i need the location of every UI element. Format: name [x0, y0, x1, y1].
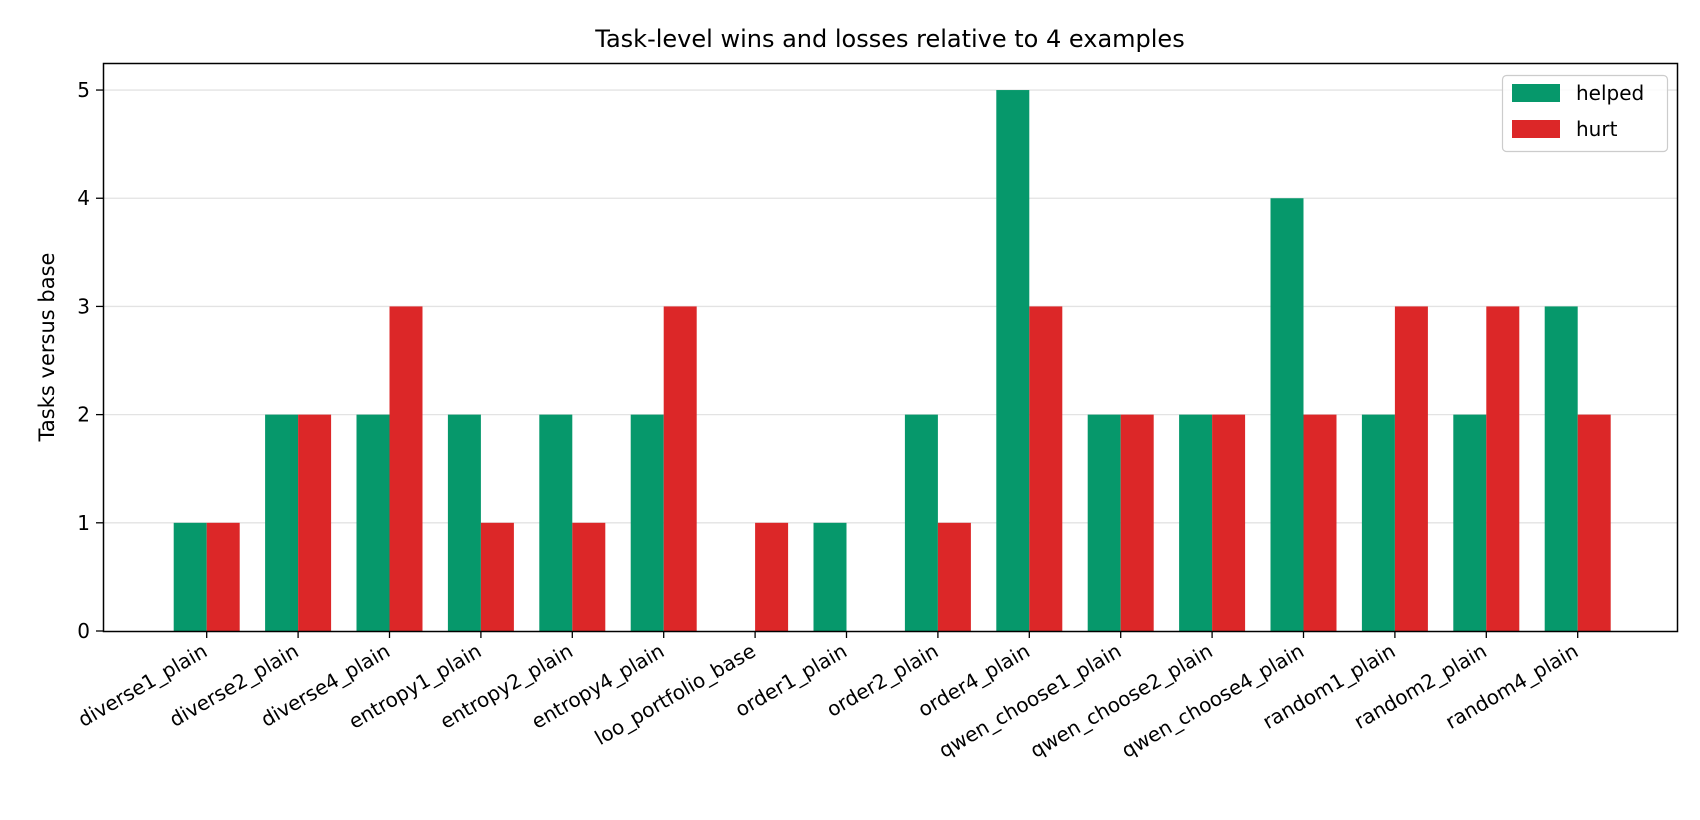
bar-helped [996, 90, 1030, 632]
bar-hurt [755, 522, 789, 631]
bar-hurt [572, 522, 606, 631]
bar-helped [447, 414, 481, 631]
bar-hurt [1577, 414, 1611, 631]
bar-helped [1544, 306, 1578, 631]
bar-helped [1361, 414, 1395, 631]
bar-helped [356, 414, 390, 631]
bar-hurt [298, 414, 332, 631]
bar-hurt [937, 522, 971, 631]
bar-hurt [480, 522, 514, 631]
bar-helped [173, 522, 207, 631]
y-tick-label: 2 [77, 403, 90, 427]
y-axis: 0 1 2 3 4 5 [77, 78, 103, 643]
bar-helped [1270, 198, 1304, 631]
bar-hurt [1303, 414, 1337, 631]
bars [173, 90, 1611, 632]
bar-hurt [1486, 306, 1520, 631]
bar-hurt [1212, 414, 1246, 631]
bar-helped [1179, 414, 1213, 631]
bar-helped [904, 414, 938, 631]
bar-helped [265, 414, 299, 631]
chart-title: Task-level wins and losses relative to 4… [594, 25, 1184, 53]
y-tick-label: 1 [77, 511, 90, 535]
y-tick-label: 3 [77, 294, 90, 318]
bar-hurt [1120, 414, 1154, 631]
bar-helped [1087, 414, 1121, 631]
legend-label-hurt: hurt [1576, 117, 1618, 141]
bar-hurt [206, 522, 240, 631]
legend-swatch-hurt [1512, 120, 1560, 138]
legend-label-helped: helped [1576, 81, 1644, 105]
bar-helped [1453, 414, 1487, 631]
y-tick-label: 5 [77, 78, 90, 102]
legend: helped hurt [1501, 74, 1669, 153]
bar-helped [813, 522, 847, 631]
bar-hurt [1029, 306, 1063, 631]
bar-hurt [663, 306, 697, 631]
y-axis-label: Tasks versus base [35, 253, 59, 443]
y-tick-label: 0 [77, 619, 90, 643]
bar-hurt [1394, 306, 1428, 631]
bar-helped [539, 414, 573, 631]
plot-frame [102, 62, 1679, 633]
bar-hurt [389, 306, 423, 631]
legend-swatch-helped [1512, 84, 1560, 102]
y-tick-label: 4 [77, 186, 90, 210]
bar-helped [630, 414, 664, 631]
